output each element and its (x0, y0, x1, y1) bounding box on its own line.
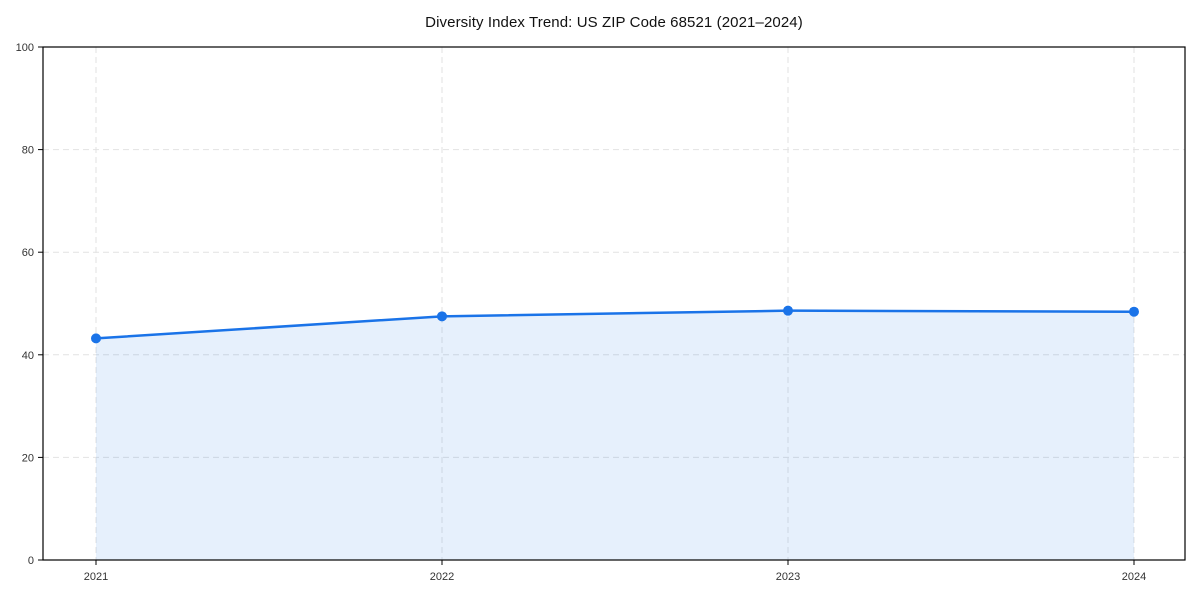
x-tick-label: 2022 (430, 571, 454, 583)
chart-title: Diversity Index Trend: US ZIP Code 68521… (425, 14, 803, 31)
plot-frame (42, 46, 1186, 561)
y-tick-label: 100 (16, 42, 34, 54)
data-point-marker[interactable] (1129, 306, 1139, 317)
y-tick-label: 60 (22, 247, 34, 259)
series-line (94, 309, 1136, 340)
x-tick-label: 2021 (84, 571, 108, 583)
x-tick-label: 2024 (1122, 571, 1146, 583)
series-area-fill (96, 310, 1134, 560)
y-tick-label: 80 (22, 145, 34, 157)
x-tick-label: 2023 (776, 571, 800, 583)
y-tick-label: 0 (28, 555, 34, 567)
data-point-marker[interactable] (91, 333, 101, 344)
data-point-marker[interactable] (783, 305, 793, 316)
y-tick-label: 40 (22, 350, 34, 362)
data-point-marker[interactable] (437, 311, 447, 322)
y-tick-label: 20 (22, 452, 34, 464)
